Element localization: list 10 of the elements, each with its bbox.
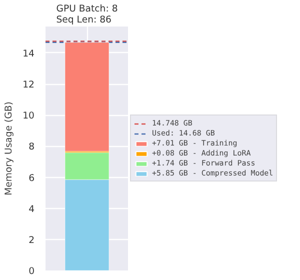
y-tick-label: 2 bbox=[28, 234, 35, 246]
y-tick-label: 6 bbox=[28, 172, 35, 184]
chart-title: GPU Batch: 8 Seq Len: 86 bbox=[56, 4, 118, 26]
y-tick-label: 12 bbox=[22, 80, 35, 91]
y-tick-label: 8 bbox=[28, 142, 35, 153]
y-tick-label: 10 bbox=[22, 110, 35, 122]
y-tick-label: 14 bbox=[22, 48, 35, 60]
y-axis-title: Memory Usage (GB) bbox=[4, 102, 15, 196]
y-tick-label: 0 bbox=[28, 266, 35, 277]
y-tick-label: 4 bbox=[28, 204, 35, 215]
